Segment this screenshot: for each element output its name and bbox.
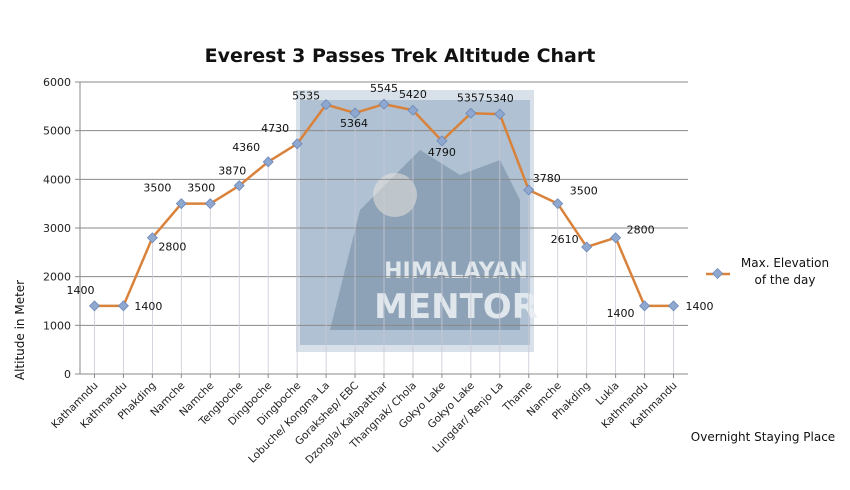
data-point — [639, 300, 651, 312]
data-label: 5535 — [292, 90, 320, 103]
y-tick-label: 5000 — [43, 125, 71, 138]
data-label: 2800 — [627, 224, 655, 237]
y-tick-label: 1000 — [43, 319, 71, 332]
data-label: 5340 — [486, 92, 514, 105]
drop-lines — [94, 104, 674, 374]
y-tick-label: 6000 — [43, 76, 71, 89]
x-axis-title: Overnight Staying Place — [691, 430, 835, 444]
data-point — [378, 98, 390, 110]
data-point — [204, 198, 216, 210]
y-tick-labels: 0 1000 2000 3000 4000 5000 6000 — [43, 76, 71, 381]
data-point — [349, 107, 361, 119]
series-group — [88, 98, 680, 312]
data-point — [117, 300, 129, 312]
data-label: 2800 — [158, 241, 186, 254]
data-point — [233, 180, 245, 192]
watermark-logo: HIMALAYAN MENTOR — [296, 90, 538, 352]
data-label: 2610 — [551, 233, 579, 246]
data-label: 3780 — [533, 172, 561, 185]
data-point — [88, 300, 100, 312]
data-point — [610, 232, 622, 244]
data-label: 5545 — [370, 82, 398, 95]
data-label: 5420 — [399, 88, 427, 101]
data-label: 4790 — [428, 146, 456, 159]
legend-label-line1: Max. Elevation — [741, 256, 829, 270]
data-label: 1400 — [686, 300, 714, 313]
y-tick-label: 2000 — [43, 271, 71, 284]
watermark-line2: MENTOR — [374, 287, 538, 327]
data-point — [320, 99, 332, 111]
data-point — [552, 198, 564, 210]
data-point — [146, 232, 158, 244]
x-tick-labels: KathamnduKathmanduPhakdingNamcheNamcheTe… — [49, 379, 679, 466]
data-label: 5357 — [457, 91, 485, 104]
data-point — [465, 107, 477, 119]
data-point — [494, 108, 506, 120]
legend-label-line2: of the day — [755, 273, 816, 287]
data-label: 1400 — [607, 307, 635, 320]
data-label: 3500 — [187, 182, 215, 195]
data-label: 5364 — [340, 117, 368, 130]
watermark-line1: HIMALAYAN — [384, 259, 528, 284]
data-point — [175, 198, 187, 210]
data-point — [581, 241, 593, 253]
data-point — [291, 138, 303, 150]
y-tick-label: 3000 — [43, 222, 71, 235]
data-label: 3870 — [218, 165, 246, 178]
chart-title: Everest 3 Passes Trek Altitude Chart — [205, 45, 596, 67]
legend: Max. Elevation of the day — [706, 256, 829, 287]
data-point — [668, 300, 680, 312]
y-tick-label: 0 — [64, 368, 71, 381]
data-point — [407, 104, 419, 116]
data-label: 3500 — [143, 182, 171, 195]
legend-marker — [711, 267, 724, 280]
data-label: 4360 — [232, 141, 260, 154]
y-tick-label: 4000 — [43, 173, 71, 186]
data-label: 1400 — [134, 300, 162, 313]
data-point — [436, 135, 448, 147]
data-point — [523, 184, 535, 196]
y-axis-title: Altitude in Meter — [13, 280, 27, 380]
data-label: 3500 — [570, 185, 598, 198]
data-label: 1400 — [66, 284, 94, 297]
axes — [79, 82, 688, 378]
data-point — [262, 156, 274, 168]
data-label: 4730 — [261, 122, 289, 135]
